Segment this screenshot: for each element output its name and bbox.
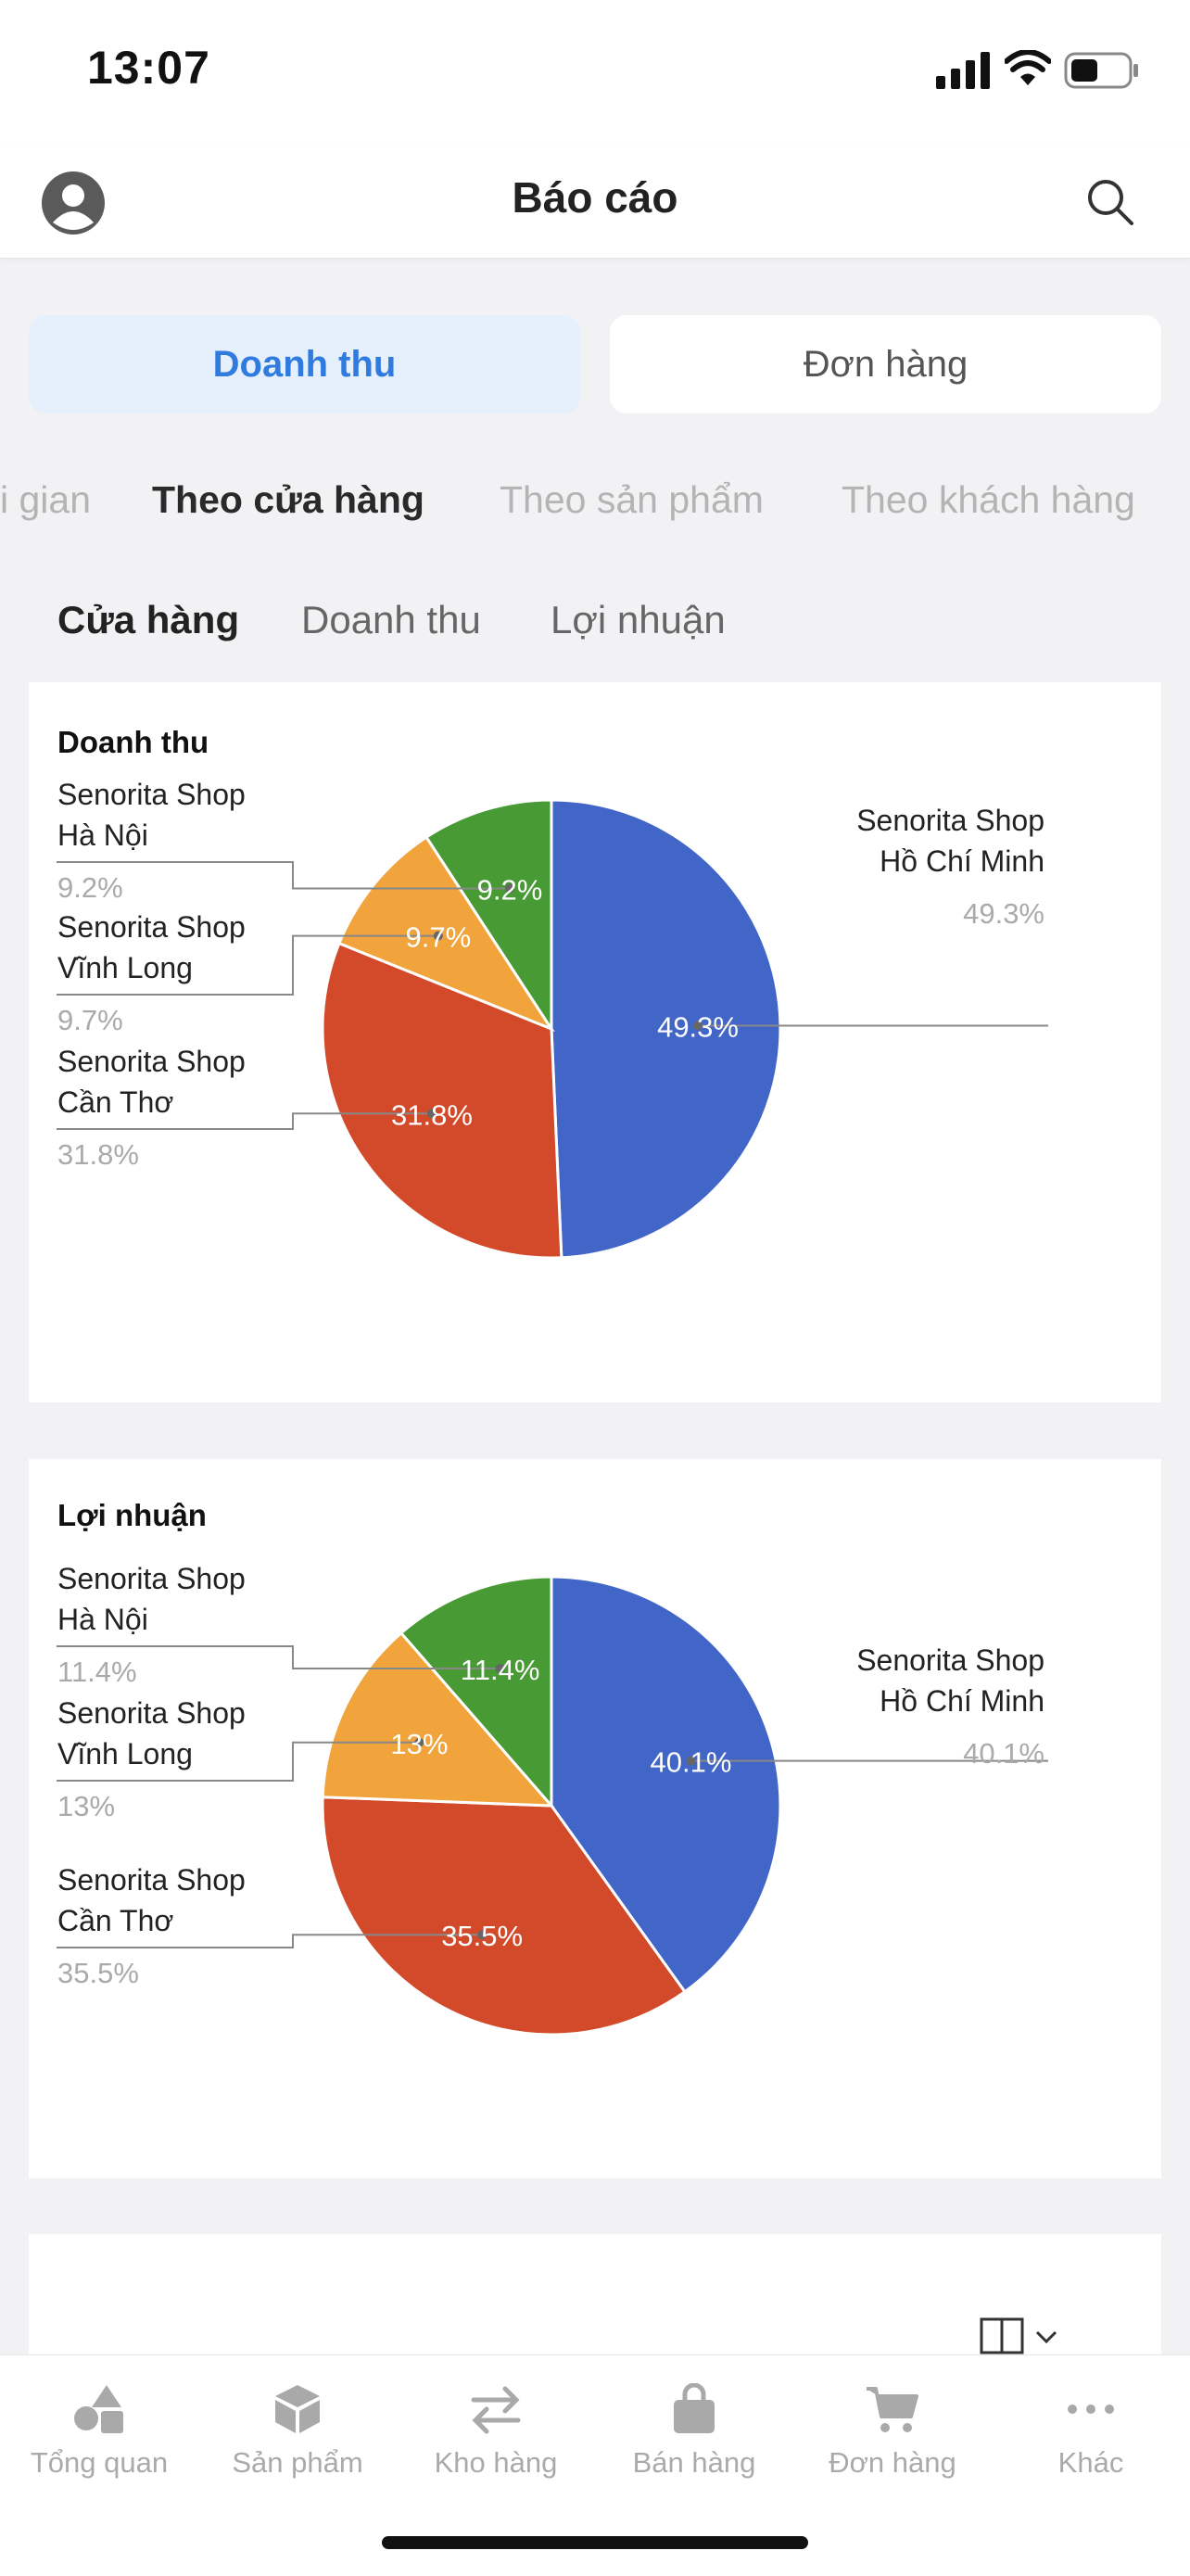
leader-dot (414, 1737, 424, 1747)
legend-percent: 9.7% (57, 1004, 123, 1036)
third-card (29, 2234, 1161, 2364)
status-time: 13:07 (87, 42, 210, 94)
legend-name-line1: Senorita Shop (57, 1562, 246, 1595)
legend-percent: 49.3% (963, 897, 1044, 930)
nav-products[interactable]: Sản phẩm (198, 2383, 397, 2480)
leader-dot (426, 1109, 437, 1119)
slice-percent-label: 31.8% (391, 1098, 473, 1131)
legend-percent: 35.5% (57, 1957, 139, 1989)
legend-name-line2: Cần Thơ (57, 1904, 173, 1937)
leader-dot (504, 883, 514, 894)
leader-line (57, 1934, 483, 1948)
leader-line (57, 861, 510, 890)
pie-slice[interactable] (321, 1631, 555, 1808)
leader-dot (686, 1756, 696, 1766)
shapes-icon (74, 2385, 123, 2433)
columns-toggle-icon[interactable] (980, 2316, 1063, 2356)
leader-line (57, 1112, 432, 1130)
pie-slice[interactable] (550, 1575, 782, 1994)
legend-percent: 9.2% (57, 871, 123, 904)
legend-percent: 13% (57, 1790, 115, 1822)
pie-slice[interactable] (321, 941, 563, 1260)
nav-products-label: Sản phẩm (232, 2446, 363, 2479)
pie-slice[interactable] (424, 798, 553, 1034)
legend-percent: 40.1% (963, 1737, 1044, 1770)
pie-slice[interactable] (321, 1796, 688, 2037)
slice-percent-label: 35.5% (441, 1920, 523, 1952)
slice-percent-label: 40.1% (651, 1746, 732, 1779)
page-title: Báo cáo (512, 173, 678, 222)
leader-line (57, 1741, 420, 1782)
tab-by-time[interactable]: i gian (0, 478, 92, 521)
shopping-bag-icon (674, 2383, 715, 2433)
legend-name-line2: Hà Nội (57, 818, 148, 852)
slice-percent-label: 9.2% (477, 873, 543, 906)
legend-name-line2: Hồ Chí Minh (880, 1684, 1044, 1718)
slice-percent-label: 13% (390, 1728, 448, 1760)
nav-warehouse-label: Kho hàng (434, 2446, 558, 2479)
tab-by-store[interactable]: Theo cửa hàng (152, 478, 424, 521)
nav-warehouse[interactable]: Kho hàng (397, 2383, 595, 2480)
nav-orders-label: Đơn hàng (829, 2446, 956, 2479)
profit-pie-chart: 40.1% Senorita Shop Hồ Chí Minh 40.1% 35.5% S… (57, 1562, 1048, 2037)
home-indicator (382, 2536, 808, 2549)
battery-icon (1064, 52, 1138, 89)
cellular-signal-icon (936, 52, 990, 89)
revenue-pie-chart: 49.3% Senorita Shop Hồ Chí Minh 49.3% 31.8% S… (57, 778, 1048, 1260)
legend-percent: 11.4% (57, 1656, 137, 1688)
slice-percent-label: 9.7% (406, 921, 472, 954)
nav-overview[interactable]: Tổng quan (0, 2383, 198, 2480)
leader-dot (693, 1021, 703, 1031)
more-icon (1068, 2405, 1114, 2414)
legend-name-line1: Senorita Shop (57, 910, 246, 944)
legend-name-line1: Senorita Shop (57, 1696, 246, 1730)
status-bar: 13:07 (0, 0, 1190, 148)
profit-chart-card: Lợi nhuận 40.1% Senorita Shop Hồ Chí Minh 4… (29, 1459, 1161, 2178)
transfer-icon (471, 2386, 521, 2434)
profit-chart-title: Lợi nhuận (57, 1498, 207, 1532)
legend-name-line2: Vĩnh Long (57, 1737, 193, 1770)
nav-sales-label: Bán hàng (632, 2446, 756, 2479)
leader-dot (495, 1663, 505, 1673)
revenue-chart-card: Doanh thu 49.3% Senorita Shop Hồ Chí Minh 4… (29, 682, 1161, 1402)
slice-percent-label: 11.4% (461, 1654, 540, 1686)
legend-name-line2: Vĩnh Long (57, 951, 193, 984)
box-icon (275, 2385, 320, 2433)
leader-line (57, 934, 438, 996)
search-icon[interactable] (1086, 178, 1134, 226)
user-avatar-icon[interactable] (41, 171, 106, 235)
segment-orders[interactable]: Đơn hàng (610, 315, 1161, 413)
leader-dot (433, 931, 443, 941)
sort-by-revenue[interactable]: Doanh thu (301, 598, 481, 641)
pie-slice[interactable] (550, 798, 782, 1260)
leader-line (57, 1645, 500, 1669)
legend-name-line1: Senorita Shop (57, 1045, 246, 1078)
sort-by-profit[interactable]: Lợi nhuận (551, 598, 726, 641)
nav-more-label: Khác (1057, 2446, 1124, 2479)
nav-sales[interactable]: Bán hàng (595, 2383, 793, 2480)
cart-icon (867, 2387, 918, 2432)
segment-revenue[interactable]: Doanh thu (29, 315, 580, 413)
tab-by-customer[interactable]: Theo khách hàng (842, 478, 1135, 521)
pie-slice[interactable] (399, 1575, 553, 1810)
legend-name-line2: Cần Thơ (57, 1085, 173, 1119)
sort-by-store[interactable]: Cửa hàng (57, 598, 240, 641)
legend-name-line2: Hà Nội (57, 1603, 148, 1636)
legend-name-line1: Senorita Shop (856, 1643, 1044, 1677)
nav-orders[interactable]: Đơn hàng (793, 2383, 992, 2480)
wifi-icon (1005, 50, 1051, 85)
tab-by-product[interactable]: Theo sản phẩm (500, 478, 764, 521)
nav-more[interactable]: Khác (992, 2383, 1190, 2480)
legend-name-line1: Senorita Shop (57, 778, 246, 811)
slice-percent-label: 49.3% (657, 1011, 739, 1044)
legend-name-line2: Hồ Chí Minh (880, 844, 1044, 878)
legend-name-line1: Senorita Shop (856, 804, 1044, 837)
leader-dot (477, 1930, 487, 1940)
legend-percent: 31.8% (57, 1138, 139, 1171)
app-header: Báo cáo (0, 148, 1190, 259)
revenue-chart-title: Doanh thu (57, 725, 209, 759)
legend-name-line1: Senorita Shop (57, 1863, 246, 1897)
nav-overview-label: Tổng quan (30, 2446, 169, 2479)
